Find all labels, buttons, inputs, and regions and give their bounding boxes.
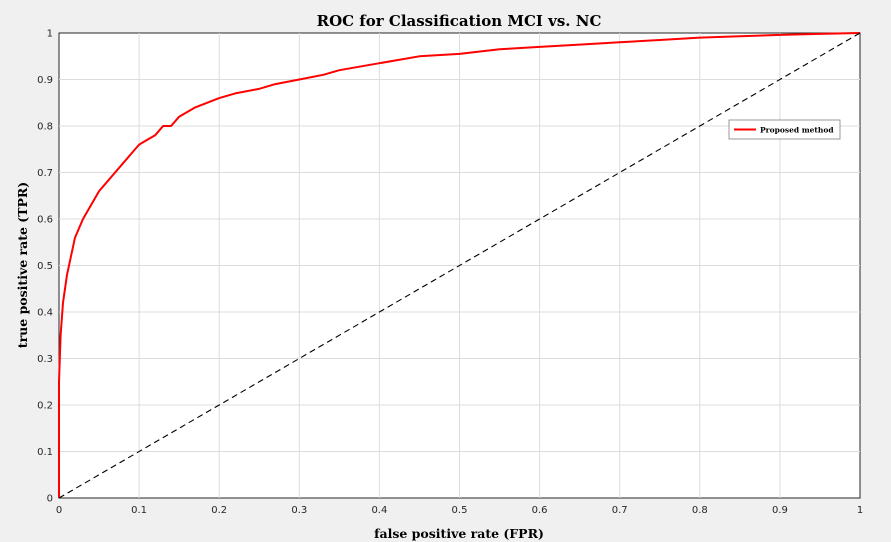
x-tick-label: 0.9 <box>772 505 788 516</box>
x-tick-label: 0.6 <box>532 505 548 516</box>
x-tick-label: 0.5 <box>452 505 468 516</box>
y-tick-label: 0.3 <box>37 354 53 365</box>
legend-entry-proposed-method: Proposed method <box>760 126 834 135</box>
x-tick-label: 0.3 <box>291 505 307 516</box>
legend: Proposed method <box>728 119 841 140</box>
y-tick-label: 0.1 <box>37 447 53 458</box>
y-tick-label: 0.6 <box>37 215 53 226</box>
y-tick-label: 0.8 <box>37 122 53 133</box>
x-tick-label: 1 <box>857 505 863 516</box>
y-tick-label: 0.7 <box>37 168 53 179</box>
tick-labels: 0 0.1 0.2 0.3 0.4 0.5 0.6 0.7 0.8 0.9 1 0 0.1 0.2 0.3 0… <box>37 29 863 517</box>
chance-diagonal-line <box>58 32 861 499</box>
legend-box <box>728 119 841 140</box>
x-axis-label: false positive rate (FPR) <box>374 526 544 541</box>
x-tick-label: 0.1 <box>131 505 147 516</box>
y-tick-label: 0.9 <box>37 75 53 86</box>
x-tick-label: 0.2 <box>211 505 227 516</box>
y-tick-label: 0 <box>47 494 53 505</box>
y-tick-label: 0.5 <box>37 261 53 272</box>
x-tick-label: 0 <box>56 505 62 516</box>
y-tick-label: 0.2 <box>37 401 53 412</box>
x-tick-label: 0.8 <box>692 505 708 516</box>
y-tick-label: 0.4 <box>37 308 53 319</box>
x-tick-label: 0.7 <box>612 505 628 516</box>
y-axis-label: true positive rate (TPR) <box>15 182 30 348</box>
series-lines <box>58 32 861 499</box>
x-tick-label: 0.4 <box>371 505 387 516</box>
y-tick-label: 1 <box>47 29 53 40</box>
grid-lines <box>59 33 860 498</box>
series-line-proposed-method <box>58 32 861 498</box>
chart-title: ROC for Classification MCI vs. NC <box>317 12 602 30</box>
